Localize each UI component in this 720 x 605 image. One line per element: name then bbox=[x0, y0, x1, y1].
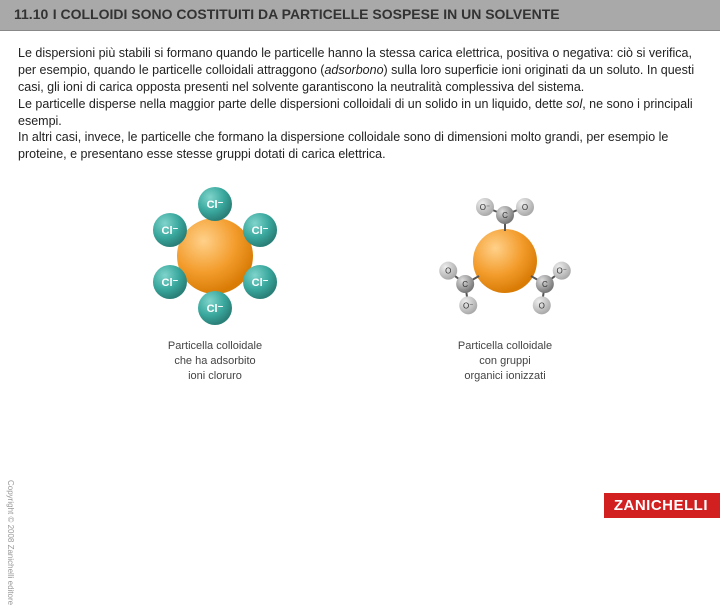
svg-text:Cl⁻: Cl⁻ bbox=[252, 277, 269, 289]
figure-chloride-caption: Particella colloidale che ha adsorbito i… bbox=[168, 339, 262, 384]
section-number: 11.10 bbox=[14, 6, 48, 22]
body-paragraph: Le dispersioni più stabili si formano qu… bbox=[0, 31, 720, 171]
svg-text:Cl⁻: Cl⁻ bbox=[207, 199, 224, 211]
section-title: I COLLOIDI SONO COSTITUITI DA PARTICELLE… bbox=[53, 6, 560, 22]
svg-text:O⁻: O⁻ bbox=[557, 267, 567, 276]
svg-text:C: C bbox=[542, 280, 548, 289]
caption-line: Particella colloidale bbox=[168, 339, 262, 354]
caption-line: ioni cloruro bbox=[168, 369, 262, 384]
svg-text:Cl⁻: Cl⁻ bbox=[162, 225, 179, 237]
figure-organic: C O O⁻ C O O⁻ C O O⁻ Particella colloidale con g… bbox=[405, 181, 605, 384]
svg-text:O⁻: O⁻ bbox=[480, 203, 490, 212]
svg-text:Cl⁻: Cl⁻ bbox=[207, 303, 224, 315]
svg-text:Cl⁻: Cl⁻ bbox=[252, 225, 269, 237]
figure-organic-caption: Particella colloidale con gruppi organic… bbox=[458, 339, 552, 384]
svg-text:C: C bbox=[462, 280, 468, 289]
brand-badge: ZANICHELLI bbox=[604, 493, 720, 518]
svg-text:O: O bbox=[522, 203, 528, 212]
caption-line: con gruppi bbox=[458, 354, 552, 369]
svg-text:C: C bbox=[502, 211, 508, 220]
figure-chloride: Cl⁻ Cl⁻ Cl⁻ Cl⁻ Cl⁻ Cl⁻ Particella colloidale… bbox=[115, 181, 315, 384]
figures-row: Cl⁻ Cl⁻ Cl⁻ Cl⁻ Cl⁻ Cl⁻ Particella colloidale… bbox=[0, 171, 720, 384]
figure-chloride-graphic: Cl⁻ Cl⁻ Cl⁻ Cl⁻ Cl⁻ Cl⁻ bbox=[115, 181, 315, 331]
caption-line: Particella colloidale bbox=[458, 339, 552, 354]
svg-text:O⁻: O⁻ bbox=[463, 301, 473, 310]
copyright-text: Copyright © 2008 Zanichelli editore bbox=[6, 480, 15, 605]
title-bar: 11.10 I COLLOIDI SONO COSTITUITI DA PART… bbox=[0, 0, 720, 31]
caption-line: organici ionizzati bbox=[458, 369, 552, 384]
svg-text:O: O bbox=[445, 267, 451, 276]
figure-organic-graphic: C O O⁻ C O O⁻ C O O⁻ bbox=[405, 181, 605, 331]
svg-text:O: O bbox=[539, 301, 545, 310]
caption-line: che ha adsorbito bbox=[168, 354, 262, 369]
svg-text:Cl⁻: Cl⁻ bbox=[162, 277, 179, 289]
